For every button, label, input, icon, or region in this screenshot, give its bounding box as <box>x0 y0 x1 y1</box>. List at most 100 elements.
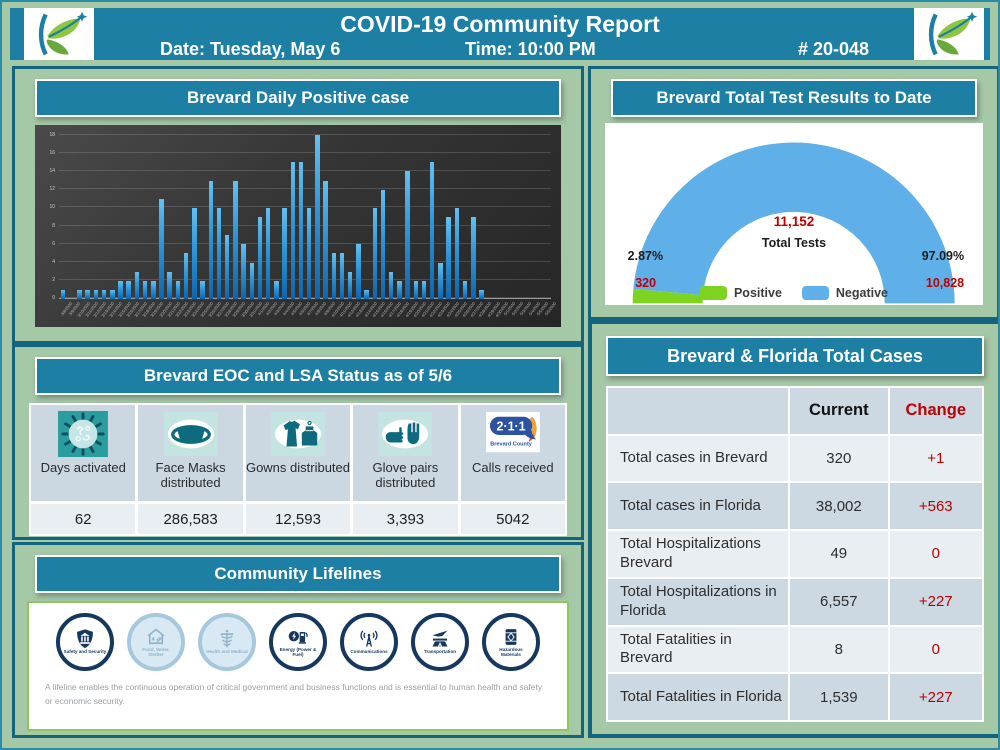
bar-slot: 4/5/2020 <box>289 135 303 316</box>
row-change: +227 <box>889 674 982 720</box>
positive-arc <box>632 288 704 304</box>
eoc-item-gloves: Glove pairs distributed <box>353 405 458 501</box>
row-change: +1 <box>889 435 982 482</box>
legend-negative: Negative <box>801 286 889 300</box>
negative-count: 10,828 <box>925 275 965 290</box>
bar-slot: 4/14/2020 <box>363 135 378 318</box>
daily-case-bar <box>331 253 337 299</box>
eoc-label-masks: Face Masks distributed <box>155 460 226 490</box>
gridline <box>59 206 551 208</box>
positive-count: 320 <box>635 275 657 290</box>
row-label: Total cases in Florida <box>608 483 789 530</box>
gridline <box>59 260 551 262</box>
bar-slot: 3/16/2020 <box>125 135 140 318</box>
eoc-item-days: Days activated <box>31 405 136 501</box>
bar-slot: 3/8/2020 <box>59 135 73 316</box>
bar-slot: 4/6/2020 <box>297 135 311 316</box>
daily-case-bar <box>200 280 205 299</box>
daily-case-bar <box>347 271 353 299</box>
gridline <box>59 278 551 280</box>
daily-case-bar <box>339 253 345 299</box>
eoc-value-calls: 5042 <box>460 504 565 534</box>
gridline <box>59 224 551 226</box>
legend-positive: Positive <box>699 286 782 300</box>
eoc-value-masks: 286,583 <box>138 504 243 534</box>
community-lifelines-box: Safety and Security Food, Water, Shelter <box>27 601 569 731</box>
bar-slot: 3/17/2020 <box>133 135 148 318</box>
daily-case-bar <box>471 217 476 299</box>
gown-icon <box>271 411 325 457</box>
report-number: # 20-048 <box>798 39 870 59</box>
lifelines-row: Safety and Security Food, Water, Shelter <box>29 613 567 671</box>
bar-slot: 3/27/2020 <box>215 135 230 318</box>
bar-slot: 4/12/2020 <box>346 135 361 318</box>
bar-slot: 4/4/2020 <box>280 135 295 316</box>
negative-swatch <box>801 286 829 300</box>
daily-case-bar <box>85 289 90 299</box>
daily-case-bar <box>282 207 287 299</box>
bar-slot: 4/20/2020 <box>412 135 427 318</box>
bar-slot: 4/16/2020 <box>379 135 394 318</box>
total-tests-value: 11,152 <box>773 214 815 229</box>
brevard-logo-icon <box>928 11 978 56</box>
y-axis-tick: 14 <box>49 168 55 175</box>
bar-slot: 3/30/2020 <box>239 135 255 318</box>
bar-slot: 4/1/2020 <box>256 135 270 316</box>
y-axis-tick: 6 <box>52 240 55 247</box>
daily-case-bar <box>388 271 394 299</box>
bar-slot: 4/21/2020 <box>420 135 435 318</box>
bar-slot: 4/22/2020 <box>428 135 443 318</box>
bar-slot: 4/8/2020 <box>313 135 328 316</box>
eoc-label-days: Days activated <box>40 460 126 475</box>
y-axis-tick: 4 <box>52 258 55 265</box>
legend-negative-label: Negative <box>835 286 889 300</box>
bar-slot: 4/2/2020 <box>264 135 278 316</box>
row-change: +563 <box>889 483 982 530</box>
community-lifelines-panel: Community Lifelines Safety and Security <box>12 542 584 738</box>
bar-slot: 4/24/2020 <box>445 135 460 318</box>
y-axis-tick: 16 <box>49 150 55 157</box>
daily-case-bar <box>405 171 410 299</box>
daily-case-bar <box>93 289 99 299</box>
bar-slot: 3/28/2020 <box>223 135 238 318</box>
bar-slot: 3/24/2020 <box>190 135 205 318</box>
lifeline-label: Hazardous Materials <box>499 646 523 657</box>
table-corner-cell <box>608 388 789 434</box>
community-lifelines-title: Community Lifelines <box>35 555 561 593</box>
column-header-current: Current <box>790 388 888 434</box>
bar-slot: 3/20/2020 <box>157 135 173 318</box>
bar-slot: 3/15/2020 <box>116 135 132 318</box>
daily-case-bar <box>175 280 181 299</box>
row-current: 49 <box>790 531 888 577</box>
bar-slot: 4/18/2020 <box>395 135 410 318</box>
gridline <box>59 188 551 190</box>
daily-case-bar <box>249 262 255 299</box>
brevard-logo-left <box>24 8 94 60</box>
row-current: 6,557 <box>790 578 888 625</box>
report-time: Time: 10:00 PM <box>465 39 596 59</box>
hazardous-materials-icon <box>505 628 517 645</box>
bar-slot: 5/1/2020 <box>502 135 517 316</box>
row-label: Total cases in Brevard <box>608 435 789 482</box>
test-results-gauge: 11,152 Total Tests 2.87% 320 97.09% 10,8… <box>605 123 983 305</box>
daily-positive-chart: 0 2 4 6 8 10 12 14 16 18 3/8/2020 3/9/2020 3/10/202… <box>35 125 561 327</box>
safety-security-icon <box>77 629 93 649</box>
bar-slot: 3/9/2020 <box>67 135 82 316</box>
bar-slot: 5/3/2020 <box>518 135 533 316</box>
eoc-value-gowns: 12,593 <box>245 504 351 534</box>
lifeline-hazardous-materials: Hazardous Materials <box>482 613 540 671</box>
daily-case-bar <box>397 280 402 299</box>
daily-case-bar <box>151 280 156 299</box>
daily-case-bar <box>265 207 271 299</box>
row-label: Total Hospitalizations Brevard <box>608 531 789 577</box>
total-cases-title: Brevard & Florida Total Cases <box>606 336 984 376</box>
y-axis-tick: 12 <box>49 186 55 193</box>
bar-slot: 4/27/2020 <box>469 135 484 318</box>
row-change: 0 <box>889 531 982 577</box>
daily-case-bar <box>290 162 296 299</box>
daily-case-bar <box>429 162 435 299</box>
face-mask-icon <box>163 411 218 457</box>
daily-chart-bars: 3/8/2020 3/9/2020 3/10/2020 3/11/2020 3/12/2… <box>59 135 557 318</box>
negative-arc <box>633 142 955 304</box>
lifeline-label: Energy (Power & Fuel) <box>279 646 317 657</box>
